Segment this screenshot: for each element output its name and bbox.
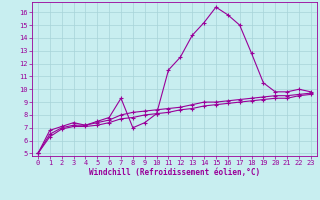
X-axis label: Windchill (Refroidissement éolien,°C): Windchill (Refroidissement éolien,°C) bbox=[89, 168, 260, 177]
